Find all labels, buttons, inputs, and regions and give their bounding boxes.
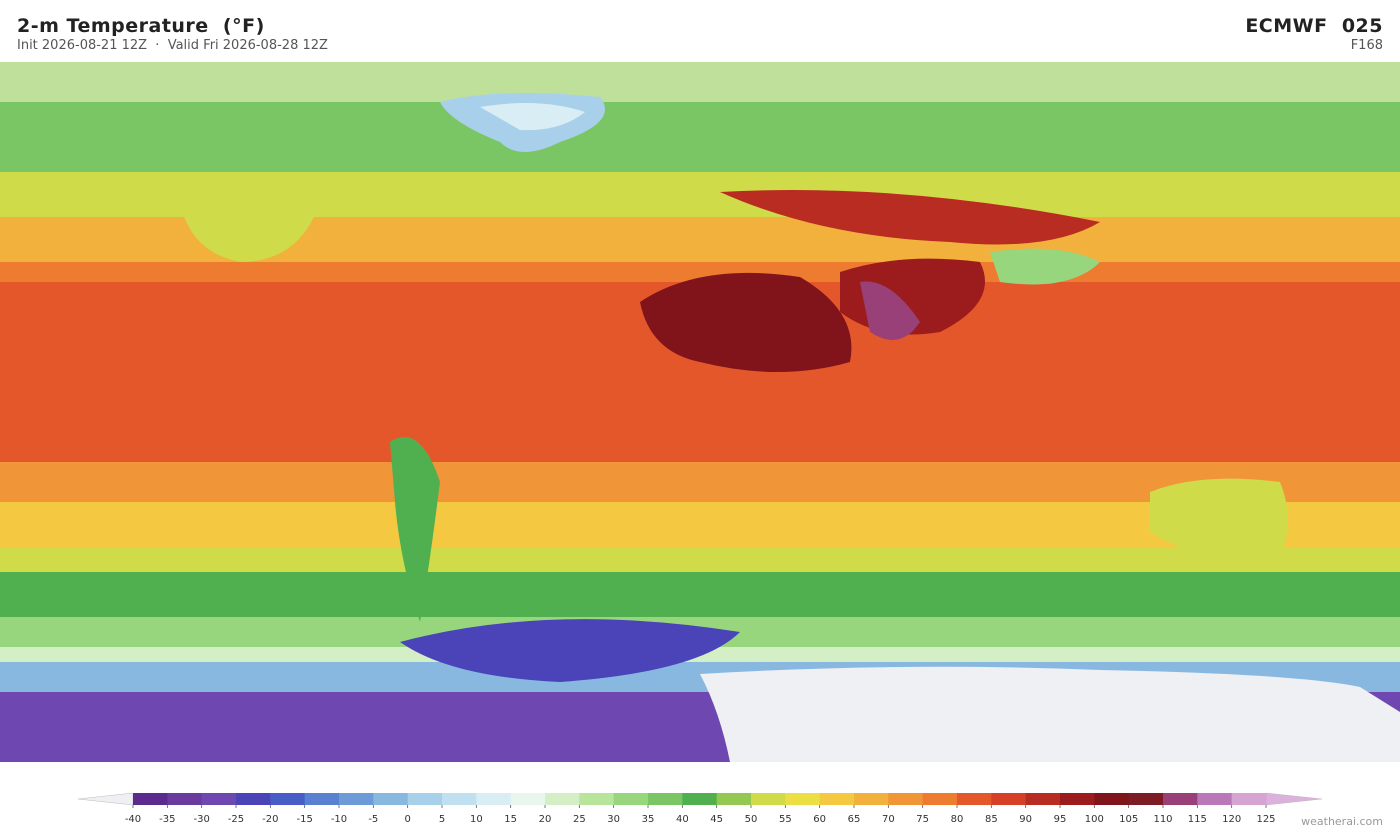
colorbar-swatch xyxy=(957,793,992,805)
colorbar-tick-label: 35 xyxy=(642,814,655,825)
colorbar-tick-label: -35 xyxy=(159,814,175,825)
colorbar-tick-label: -15 xyxy=(296,814,312,825)
colorbar-swatch xyxy=(167,793,203,805)
colorbar-swatch xyxy=(407,793,443,805)
model-name: ECMWF 025 xyxy=(1245,15,1383,37)
colorbar-swatch xyxy=(1128,793,1164,805)
colorbar-tick-label: 110 xyxy=(1153,814,1172,825)
colorbar-tick-label: -25 xyxy=(228,814,244,825)
colorbar-swatch xyxy=(1197,793,1233,805)
map-subtitle: Init 2026-08-21 12Z · Valid Fri 2026-08-… xyxy=(17,38,328,53)
colorbar-swatch xyxy=(236,793,271,805)
colorbar-tick-label: 80 xyxy=(951,814,964,825)
colorbar-swatch xyxy=(1231,793,1267,805)
map-title: 2-m Temperature (°F) xyxy=(17,15,265,37)
colorbar-swatch xyxy=(476,793,512,805)
colorbar-swatch xyxy=(991,793,1027,805)
colorbar-tick-label: 60 xyxy=(813,814,826,825)
colorbar-swatch xyxy=(1060,793,1095,805)
colorbar-swatch xyxy=(888,793,924,805)
colorbar-swatch xyxy=(339,793,374,805)
colorbar-tick-label: 120 xyxy=(1222,814,1241,825)
colorbar-tick-label: 10 xyxy=(470,814,483,825)
colorbar-swatch xyxy=(579,793,615,805)
forecast-hour: F168 xyxy=(1350,38,1383,53)
colorbar-swatch xyxy=(1025,793,1061,805)
watermark: weatherai.com xyxy=(1301,815,1383,828)
colorbar-swatch xyxy=(545,793,580,805)
colorbar-tick-label: 85 xyxy=(985,814,998,825)
colorbar-tick-label: -20 xyxy=(262,814,278,825)
colorbar-tick-label: 95 xyxy=(1054,814,1067,825)
colorbar-swatch xyxy=(716,793,752,805)
colorbar-swatch xyxy=(1163,793,1198,805)
colorbar-tick-label: 105 xyxy=(1119,814,1138,825)
colorbar-swatch xyxy=(682,793,718,805)
colorbar-swatch xyxy=(373,793,409,805)
colorbar-swatch xyxy=(510,793,546,805)
colorbar-under xyxy=(77,792,134,806)
colorbar-swatch xyxy=(854,793,889,805)
colorbar-tick-label: 100 xyxy=(1085,814,1104,825)
colorbar-over xyxy=(1265,792,1323,806)
colorbar-tick-label: 65 xyxy=(848,814,861,825)
colorbar-tick-label: 15 xyxy=(504,814,517,825)
colorbar-tick-label: 25 xyxy=(573,814,586,825)
colorbar-tick-label: 115 xyxy=(1188,814,1207,825)
colorbar-tick-label: 40 xyxy=(676,814,689,825)
colorbar-tick-label: 0 xyxy=(404,814,410,825)
colorbar-tick-label: -30 xyxy=(193,814,209,825)
colorbar-swatch xyxy=(819,793,855,805)
colorbar-swatch xyxy=(270,793,306,805)
colorbar-tick-label: 50 xyxy=(745,814,758,825)
colorbar-swatch xyxy=(613,793,649,805)
colorbar-swatch xyxy=(1094,793,1130,805)
colorbar-swatch xyxy=(133,793,168,805)
colorbar-swatch xyxy=(785,793,821,805)
colorbar-swatch xyxy=(442,793,477,805)
colorbar-tick-label: 90 xyxy=(1019,814,1032,825)
colorbar-tick-label: 75 xyxy=(916,814,929,825)
colorbar-tick-label: 125 xyxy=(1256,814,1275,825)
colorbar-tick-label: 30 xyxy=(607,814,620,825)
colorbar-swatch xyxy=(201,793,237,805)
colorbar-swatch xyxy=(751,793,786,805)
colorbar-swatch xyxy=(922,793,958,805)
colorbar-tick-label: 5 xyxy=(439,814,445,825)
colorbar-tick-label: 55 xyxy=(779,814,792,825)
colorbar-swatch xyxy=(648,793,683,805)
colorbar-tick-label: -5 xyxy=(368,814,378,825)
colorbar-tick-label: -10 xyxy=(331,814,347,825)
colorbar-tick-label: 45 xyxy=(710,814,723,825)
colorbar-swatch xyxy=(304,793,340,805)
colorbar-tick-label: 20 xyxy=(539,814,552,825)
colorbar-tick-label: -40 xyxy=(125,814,141,825)
temperature-map xyxy=(0,62,1400,762)
colorbar: -40 -35 -30 -25 -20 -15 -10 -5 0 5 10 15 20 25 30 35 40 4… xyxy=(77,792,1323,825)
colorbar-tick-label: 70 xyxy=(882,814,895,825)
